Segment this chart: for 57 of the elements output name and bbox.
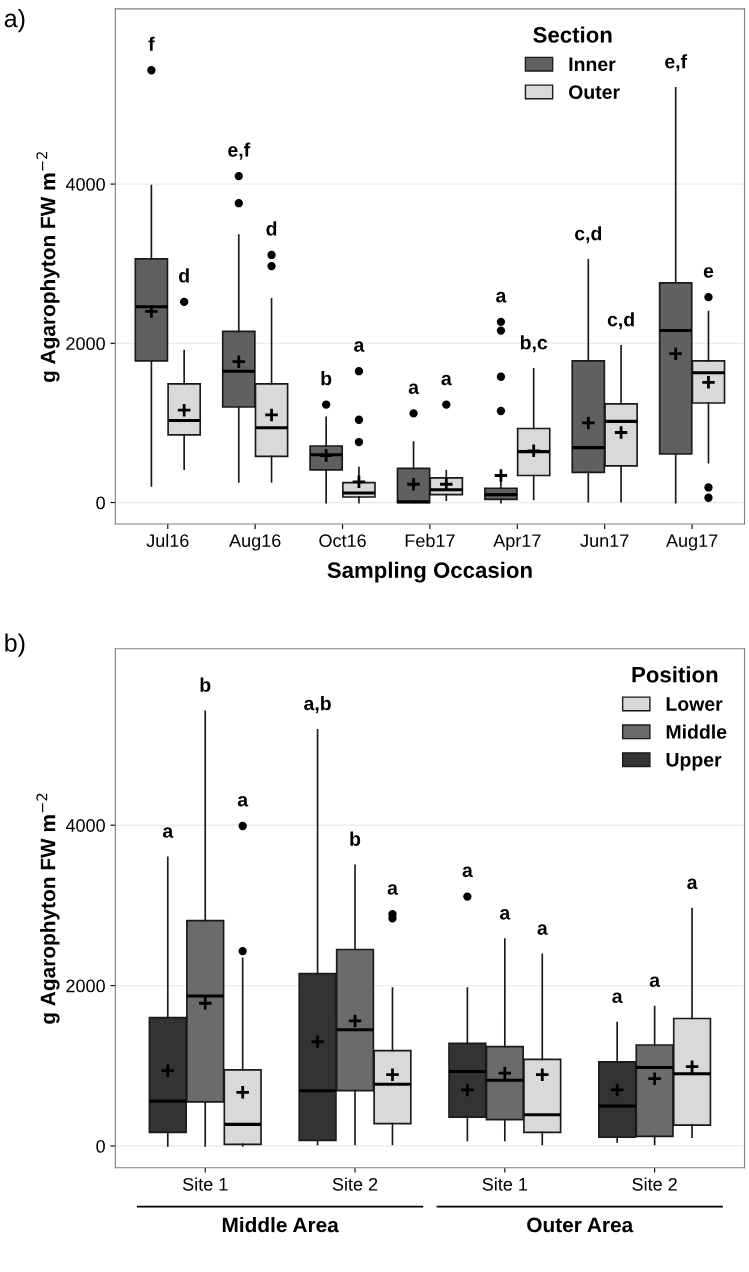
text: d <box>266 221 277 236</box>
x-tick-label: Site 1 <box>182 1177 228 1191</box>
text: e,f <box>228 142 251 160</box>
text: b <box>200 677 211 692</box>
chart-title: b) <box>5 633 25 657</box>
legend-title: Section <box>533 26 612 43</box>
text: a <box>649 976 661 988</box>
text: d <box>179 268 189 283</box>
y-tick-label: 0 <box>96 1139 105 1153</box>
text: c,d <box>575 226 602 244</box>
text: Outer Area <box>527 1217 634 1233</box>
x-tick-label: Site 2 <box>632 1177 677 1191</box>
x-tick-label: Site 1 <box>482 1177 528 1191</box>
legend-label: Outer <box>568 85 620 99</box>
x-tick-label: Jul16 <box>146 533 189 548</box>
text: a <box>687 878 698 890</box>
text: a <box>354 341 365 352</box>
text: c,d <box>607 312 634 330</box>
y-tick-label: 2000 <box>66 337 105 351</box>
text: f <box>148 36 155 51</box>
legend-label: Middle <box>666 724 727 739</box>
text: a <box>496 291 507 303</box>
text: a <box>408 383 420 395</box>
y-tick-label: 4000 <box>65 819 105 832</box>
legend-label: Lower <box>666 697 723 711</box>
y-tick-label: 0 <box>96 496 105 510</box>
y-tick-label: 4000 <box>65 178 105 191</box>
text: e <box>703 267 714 278</box>
text: e,f <box>665 54 688 72</box>
y-axis-title: g Agarophyton FW m$^{−2}$ <box>36 793 60 1024</box>
text: a,b <box>304 696 331 714</box>
text: b <box>350 831 361 846</box>
text: a <box>237 795 249 807</box>
text: a <box>162 827 174 838</box>
legend-label: Upper <box>666 753 722 771</box>
x-tick-label: Aug16 <box>229 534 281 551</box>
chart-title: a) <box>4 8 25 33</box>
text: b,c <box>520 335 548 353</box>
x-axis-title: Sampling Occasion <box>327 561 532 583</box>
x-tick-label: Jun17 <box>580 534 629 548</box>
text: a <box>441 374 452 386</box>
text: a <box>612 992 623 1004</box>
x-tick-label: Apr17 <box>493 534 541 551</box>
legend-label: Inner <box>569 57 616 72</box>
text: a <box>499 909 511 920</box>
y-tick-label: 2000 <box>66 979 105 993</box>
text: a <box>387 884 399 895</box>
text: a <box>462 866 473 878</box>
text: Middle Area <box>222 1217 339 1233</box>
text: b <box>321 371 332 386</box>
x-tick-label: Site 2 <box>332 1177 378 1191</box>
x-tick-label: Oct16 <box>319 534 366 548</box>
x-tick-label: Feb17 <box>405 533 455 548</box>
legend-title: Position <box>632 666 718 683</box>
y-axis-title: g Agarophyton FW m$^{−2}$ <box>36 152 60 383</box>
text: a <box>537 924 548 935</box>
x-tick-label: Aug17 <box>666 534 718 551</box>
